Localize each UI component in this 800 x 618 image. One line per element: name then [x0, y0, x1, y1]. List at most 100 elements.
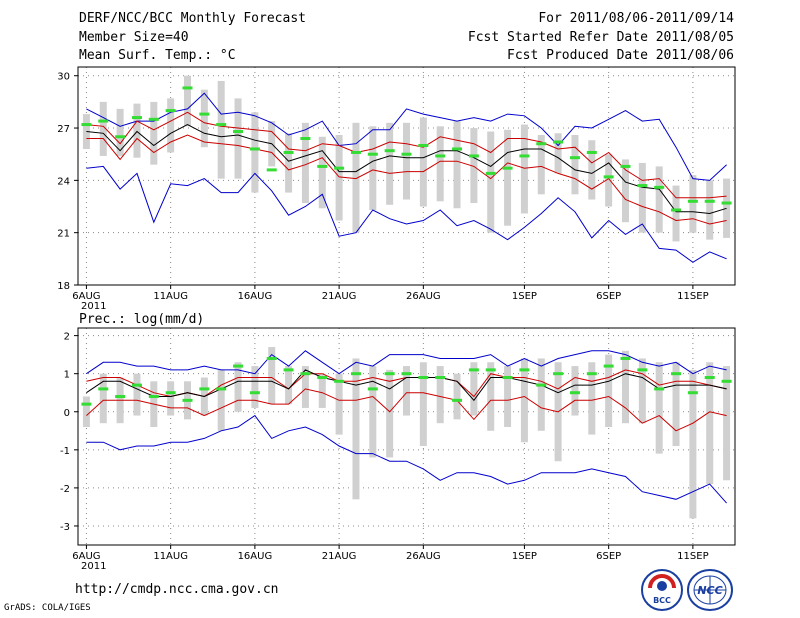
range-bar	[285, 366, 293, 405]
x-tick-label: 11SEP	[677, 551, 708, 562]
median-line	[86, 369, 727, 402]
range-bar	[588, 140, 596, 200]
range-bar	[571, 366, 579, 416]
range-bar	[638, 358, 646, 424]
range-bar	[251, 112, 259, 193]
max-line	[86, 92, 727, 181]
range-bar	[436, 366, 444, 424]
range-bar	[672, 362, 680, 447]
range-bar	[605, 154, 613, 207]
range-bar	[689, 369, 697, 519]
chart-panel-1: 18 21 24 27 30 6AUG 11AUG 16AUG 21AUG 26AUG 1SEP 6S…	[57, 66, 736, 312]
range-bar	[689, 175, 697, 233]
range-bar	[200, 89, 208, 148]
range-bar	[672, 185, 680, 242]
min-line	[86, 414, 727, 504]
y-tick-label: 1	[64, 370, 70, 381]
range-bar	[638, 162, 646, 233]
range-bar	[403, 366, 410, 416]
x-tick-label: 6SEP	[596, 551, 621, 562]
y-tick-label: 21	[57, 229, 70, 240]
year-label: 2011	[81, 301, 106, 312]
x-tick-label: 1SEP	[512, 551, 537, 562]
range-bar	[403, 122, 410, 200]
precip-panel-title: Prec.: log(mm/d)	[79, 312, 205, 327]
range-bar	[99, 373, 107, 424]
range-bar	[622, 159, 629, 223]
y-tick-label: 27	[57, 124, 70, 135]
y-tick-label: 0	[64, 408, 70, 419]
range-bar	[453, 121, 461, 209]
range-bar	[655, 166, 663, 233]
x-tick-label: 16AUG	[238, 551, 273, 562]
range-bar	[352, 358, 360, 500]
range-bar	[453, 373, 461, 420]
forecast-started-date: Fcst Started Refer Date 2011/08/05	[467, 30, 734, 45]
range-bar	[470, 128, 478, 204]
member-size: Member Size=40	[79, 30, 189, 45]
ncc-logo: NCC	[687, 569, 733, 611]
range-bar	[520, 124, 528, 214]
bcc-logo-text: BCC	[653, 596, 671, 605]
range-bar	[301, 366, 309, 408]
range-bar	[605, 354, 613, 427]
year-label: 2011	[81, 561, 106, 572]
x-tick-label: 6SEP	[596, 291, 621, 302]
y-tick-label: 24	[57, 176, 70, 187]
range-bar	[588, 362, 596, 435]
range-bar	[419, 117, 427, 207]
x-tick-label: 6AUG	[72, 291, 100, 302]
y-tick-label: 18	[57, 281, 70, 292]
range-bar	[217, 369, 225, 431]
x-tick-label: 6AUG	[72, 551, 100, 562]
x-tick-label: 21AUG	[322, 291, 357, 302]
x-tick-label: 16AUG	[238, 291, 273, 302]
range-bar	[352, 122, 360, 233]
chart-title: DERF/NCC/BCC Monthly Forecast	[79, 11, 306, 26]
y-tick-label: 30	[57, 72, 70, 83]
range-bar	[504, 366, 512, 427]
range-bar	[571, 135, 579, 195]
x-tick-label: 11AUG	[153, 551, 188, 562]
range-bar	[655, 362, 663, 454]
plot-frame	[77, 327, 736, 546]
min-line	[86, 165, 727, 263]
forecast-produced-date: Fcst Produced Date 2011/08/06	[507, 48, 734, 63]
variable-label: Mean Surf. Temp.: °C	[79, 48, 236, 63]
range-bar	[520, 358, 528, 443]
range-bar	[335, 373, 343, 435]
range-bar	[150, 101, 158, 165]
range-bar	[167, 381, 175, 416]
range-bar	[504, 129, 512, 226]
y-tick-label: -2	[60, 484, 70, 495]
plot-frame	[77, 66, 736, 286]
y-tick-label: 2	[64, 332, 70, 343]
range-bar	[251, 366, 259, 408]
x-tick-label: 11SEP	[677, 291, 708, 302]
y-tick-label: -3	[60, 522, 70, 533]
range-bar	[419, 362, 427, 447]
range-bar	[268, 347, 276, 405]
range-bar	[116, 108, 124, 156]
range-bar	[234, 362, 242, 412]
grads-credit: GrADS: COLA/IGES	[4, 603, 91, 613]
range-bar	[301, 122, 309, 204]
range-bar	[487, 131, 495, 233]
lower-spread-line	[86, 388, 727, 432]
range-bar	[82, 396, 90, 427]
range-bar	[99, 101, 107, 156]
range-bar	[537, 358, 545, 431]
source-url[interactable]: http://cmdp.ncc.cma.gov.cn	[75, 582, 279, 597]
x-tick-label: 1SEP	[512, 291, 537, 302]
range-bar	[133, 373, 141, 416]
range-bar	[133, 103, 141, 158]
median-line	[86, 124, 727, 215]
range-bar	[386, 122, 394, 205]
forecast-period: For 2011/08/06-2011/09/14	[538, 11, 734, 26]
range-bar	[217, 80, 225, 179]
lower-spread-line	[86, 134, 727, 225]
range-bar	[318, 136, 326, 209]
range-bar	[706, 362, 714, 485]
